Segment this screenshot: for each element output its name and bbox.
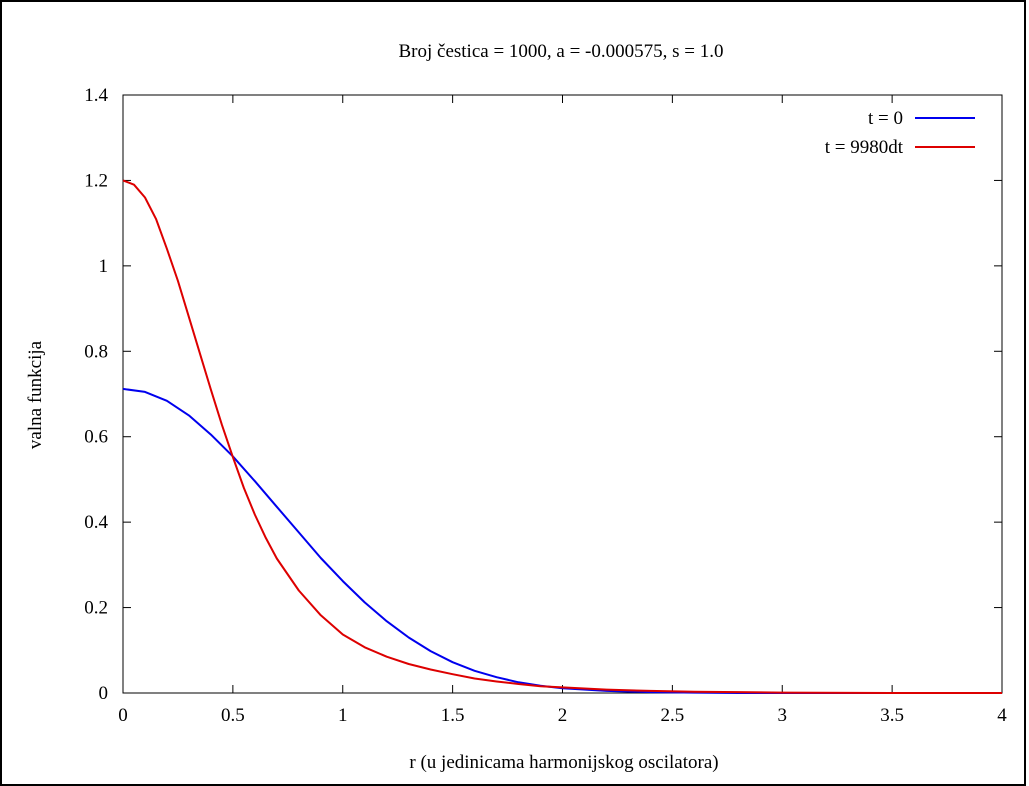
plot-area	[122, 179, 1002, 694]
y-tick-label: 1	[99, 256, 109, 277]
legend-label: t = 9980dt	[825, 137, 904, 158]
x-tick-label: 3	[778, 705, 788, 726]
x-tick-label: 1	[338, 705, 348, 726]
x-tick-label: 3.5	[880, 705, 904, 726]
x-tick-label: 0.5	[221, 705, 245, 726]
y-tick-label: 0.4	[84, 512, 108, 533]
legend-label: t = 0	[868, 108, 903, 129]
y-tick-label: 0.2	[84, 598, 108, 619]
axes: 0 0.5 1 1.5 2 2.5 3 3.5 4 0 0.2 0.4 0.6 0.8 1 1.2 1.4	[84, 85, 1007, 726]
x-tick-label: 0	[118, 705, 128, 726]
plot-border	[122, 94, 1003, 694]
y-axis-label: valna funkcija	[25, 340, 46, 449]
chart-title: Broj čestica = 1000, a = -0.000575, s = …	[398, 41, 723, 62]
x-tick-label: 4	[997, 705, 1007, 726]
y-tick-label: 1.2	[84, 170, 108, 191]
x-tick-label: 2.5	[661, 705, 685, 726]
x-tick-label: 1.5	[441, 705, 465, 726]
x-tick-label: 2	[558, 705, 568, 726]
x-axis-label: r (u jedinicama harmonijskog oscilatora)	[409, 752, 718, 773]
legend: t = 0 t = 9980dt	[825, 108, 975, 158]
series-line	[122, 179, 1002, 694]
y-tick-label: 0.6	[84, 427, 108, 448]
y-tick-label: 0	[99, 683, 109, 704]
y-tick-label: 1.4	[84, 85, 108, 106]
series-line	[122, 387, 1002, 694]
y-tick-label: 0.8	[84, 341, 108, 362]
